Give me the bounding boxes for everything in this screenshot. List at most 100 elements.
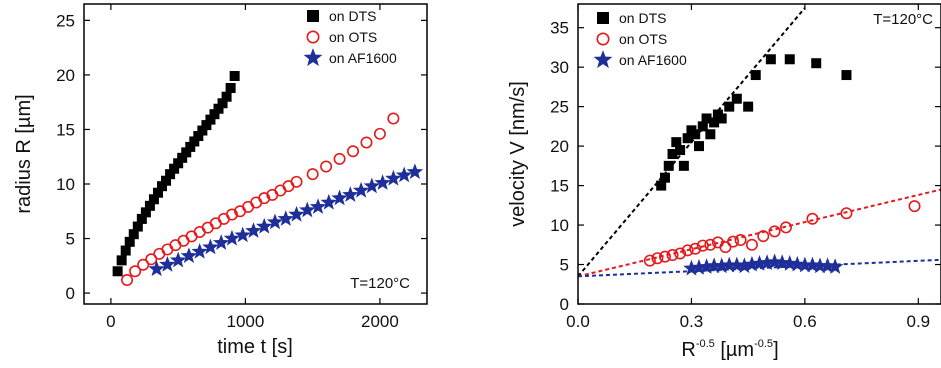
right-point-star (789, 255, 806, 272)
left-point-star (148, 260, 165, 277)
left-point-star (266, 213, 284, 230)
right-point-circle (681, 244, 694, 257)
right-point-circle (643, 254, 656, 267)
left-point-square (136, 213, 147, 224)
left-legend-marker-star (303, 48, 323, 67)
left-point-square (157, 181, 168, 192)
right-x-label-sup: -0.5 (696, 338, 715, 350)
right-x-tick-label: 0.0 (566, 312, 590, 331)
right-legend: on DTS on OTS on AF1600 (593, 10, 687, 69)
right-point-square (841, 70, 852, 81)
right-y-tick-label: 30 (550, 58, 569, 77)
right-point-square (750, 70, 761, 81)
left-point-square (116, 255, 127, 266)
right-temperature-annotation: T=120°C (873, 11, 933, 28)
right-y-tick-label: 0 (560, 295, 569, 314)
left-point-star (223, 229, 241, 246)
right-point-circle (658, 250, 671, 263)
right-point-star (773, 254, 791, 270)
left-point-square (177, 152, 188, 163)
left-legend-label: on AF1600 (329, 50, 397, 66)
left-point-square (181, 147, 192, 158)
left-legend-marker-circle (306, 30, 320, 44)
left-y-tick-label: 10 (56, 175, 75, 194)
right-point-star (796, 256, 814, 273)
left-point-star (320, 193, 338, 210)
right-point-circle (734, 234, 747, 247)
left-point-circle (306, 168, 319, 181)
left-point-star (299, 201, 316, 218)
left-point-square (185, 141, 196, 152)
left-legend-label: on OTS (329, 29, 377, 45)
left-point-star (277, 210, 295, 226)
left-point-square (229, 71, 240, 81)
right-point-circle (840, 207, 853, 220)
left-point-star (234, 226, 251, 243)
right-point-square (682, 133, 693, 144)
right-point-square (784, 54, 795, 65)
left-point-star (245, 222, 262, 238)
right-point-square (705, 129, 716, 140)
left-point-circle (290, 175, 303, 188)
left-point-circle (360, 136, 373, 149)
right-point-star (713, 257, 730, 274)
right-point-star (766, 253, 783, 270)
left-point-square (221, 91, 232, 102)
right-point-circle (719, 241, 732, 254)
right-point-square (667, 149, 678, 159)
right-legend-marker-square (597, 12, 609, 24)
right-point-square (694, 141, 704, 152)
right-point-square (678, 160, 689, 171)
left-legend-label: on DTS (329, 8, 376, 24)
right-fit-line (577, 258, 941, 278)
right-fit-line (577, 188, 941, 278)
right-y-tick-label: 35 (550, 19, 569, 38)
left-point-circle (373, 127, 386, 140)
left-point-square (189, 136, 200, 147)
right-point-star (751, 255, 768, 271)
right-point-star (826, 258, 844, 274)
left-point-square (128, 229, 139, 240)
right-point-square (656, 180, 667, 191)
left-y-tick-label: 25 (56, 11, 75, 30)
left-x-tick-label: 1000 (226, 312, 264, 331)
right-y-tick-label: 25 (550, 98, 569, 117)
right-point-square (811, 58, 822, 69)
right-point-square (709, 117, 720, 128)
right-x-label-unit-open: [µm (715, 339, 754, 361)
right-point-square (743, 101, 754, 112)
left-point-square (225, 83, 236, 93)
right-point-square (663, 160, 674, 171)
left-plot-frame (83, 3, 428, 305)
left-chart-radius-vs-time: 0 1000 2000 0 5 10 15 20 25 time t [s] radius R … (13, 3, 428, 358)
left-point-square (169, 163, 180, 174)
right-point-circle (666, 249, 679, 262)
right-x-axis-label: R-0.5 [µm-0.5] (681, 338, 778, 361)
left-point-square (144, 200, 155, 211)
right-legend-label: on OTS (619, 31, 667, 47)
left-point-circle (347, 145, 360, 158)
left-point-square (140, 207, 151, 218)
right-point-square (690, 129, 701, 140)
left-point-star (406, 163, 424, 180)
right-y-tick-label: 10 (550, 216, 569, 235)
left-point-star (385, 169, 402, 186)
right-y-tick-label: 20 (550, 137, 569, 156)
left-point-circle (333, 152, 346, 165)
right-point-circle (704, 238, 717, 251)
left-point-square (217, 98, 228, 109)
left-point-star (309, 198, 327, 214)
right-point-circle (696, 239, 709, 252)
left-x-tick-label: 2000 (361, 312, 399, 331)
left-point-square (120, 245, 131, 256)
right-point-square (659, 172, 670, 183)
right-point-star (819, 257, 836, 274)
right-point-circle (779, 221, 792, 234)
left-point-square (193, 131, 204, 141)
right-point-circle (768, 225, 781, 238)
right-plot-frame (577, 3, 941, 305)
right-point-square (701, 113, 712, 124)
right-x-tick-label: 0.6 (793, 312, 817, 331)
left-point-star (255, 217, 273, 234)
left-y-tick-label: 20 (56, 66, 75, 85)
